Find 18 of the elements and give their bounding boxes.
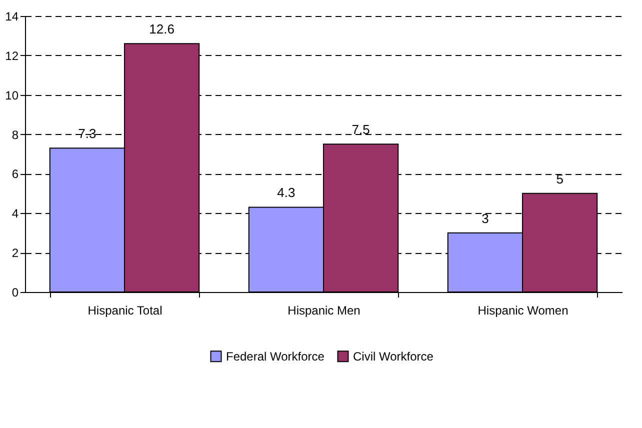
- y-tick-label: 14: [5, 10, 19, 24]
- y-tick-label: 4: [12, 206, 19, 221]
- y-tick-label: 2: [12, 246, 19, 260]
- data-label: 7.3: [78, 126, 96, 142]
- y-tick-label: 0: [12, 286, 19, 300]
- y-tick-label: 6: [12, 167, 19, 182]
- data-label: 3: [482, 210, 489, 226]
- y-tick-label: 8: [12, 128, 19, 142]
- data-label: 4.3: [277, 185, 296, 200]
- legend-label: Civil Workforce: [353, 349, 434, 364]
- data-label: 12.6: [149, 22, 174, 37]
- y-tick-label: 10: [5, 88, 19, 102]
- y-tick-label: 12: [5, 48, 19, 63]
- x-tick-label: Hispanic Women: [478, 304, 568, 318]
- data-label: 7.5: [352, 122, 370, 138]
- x-tick-label: Hispanic Total: [88, 304, 162, 318]
- legend-label: Federal Workforce: [226, 349, 325, 364]
- x-tick-label: Hispanic Men: [288, 304, 360, 318]
